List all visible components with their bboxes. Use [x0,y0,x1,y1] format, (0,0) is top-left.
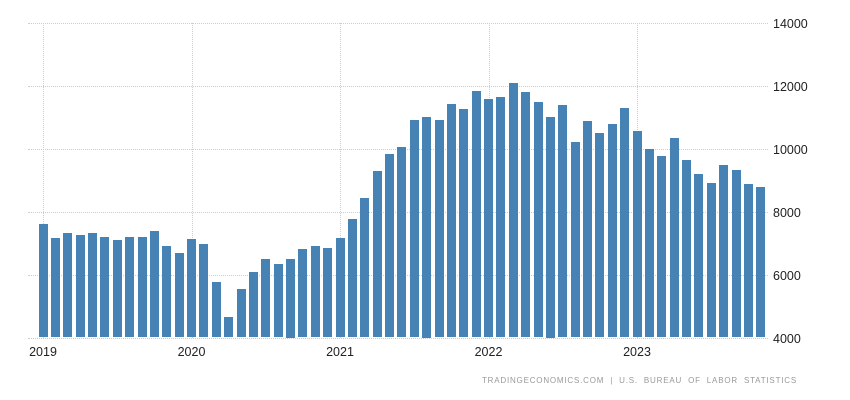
y-axis-tick-label: 10000 [773,142,808,157]
bar-2021-08[interactable] [422,117,432,338]
bar-2019-06[interactable] [100,236,110,338]
bar-2020-05[interactable] [236,289,246,338]
bar-2023-06[interactable] [694,174,704,338]
bar-2019-10[interactable] [149,230,159,338]
v-gridline [191,22,193,338]
bar-2019-11[interactable] [162,245,172,338]
bar-2022-02[interactable] [496,96,506,338]
bar-2022-05[interactable] [533,102,543,338]
bar-2022-04[interactable] [521,92,531,338]
y-axis-tick-label: 8000 [773,205,801,220]
bar-2022-01[interactable] [484,99,493,338]
bar-2022-10[interactable] [595,133,605,338]
bar-2020-09[interactable] [286,258,295,338]
y-axis-tick-label: 4000 [773,331,801,346]
bar-2020-06[interactable] [248,271,258,338]
x-axis-tick-label: 2020 [177,345,206,359]
bar-2020-10[interactable] [298,248,308,338]
bar-2021-11[interactable] [459,109,469,338]
v-gridline [340,22,341,338]
bar-2019-07[interactable] [112,240,122,338]
h-gridline [28,337,768,339]
bar-2019-09[interactable] [137,236,147,338]
v-gridline [43,22,44,338]
y-axis-tick-label: 6000 [773,268,801,283]
bar-2021-05[interactable] [385,153,394,338]
bar-2023-01[interactable] [632,130,642,338]
bar-2019-12[interactable] [174,252,184,338]
bar-2020-01[interactable] [187,238,196,338]
bar-2023-02[interactable] [644,149,654,338]
bar-2019-03[interactable] [63,232,73,338]
bar-2021-06[interactable] [397,146,407,338]
bar-2019-04[interactable] [75,234,85,338]
bar-2022-06[interactable] [545,117,555,338]
bar-2023-11[interactable] [756,187,766,338]
bar-2023-08[interactable] [719,164,729,338]
bar-2020-12[interactable] [323,248,333,338]
bar-2021-02[interactable] [347,218,357,338]
source-credit: TRADINGECONOMICS.COM | U.S. BUREAU OF LA… [481,376,797,385]
h-gridline [28,22,768,24]
bar-2020-07[interactable] [261,259,271,338]
bar-2023-09[interactable] [731,169,741,338]
x-axis-tick-label: 2021 [326,345,354,359]
bar-2021-01[interactable] [335,238,345,338]
bar-2022-07[interactable] [558,105,568,338]
bar-2022-03[interactable] [508,82,518,338]
bar-2022-09[interactable] [583,121,592,338]
bar-2022-08[interactable] [570,142,580,338]
bar-2023-03[interactable] [657,155,667,338]
bar-2021-10[interactable] [446,103,456,338]
bar-2022-11[interactable] [607,124,617,338]
bar-2020-02[interactable] [199,243,209,338]
bar-2020-08[interactable] [273,264,283,338]
bar-2021-03[interactable] [360,198,370,338]
bar-2019-05[interactable] [88,233,97,338]
bar-2021-04[interactable] [372,171,382,338]
bar-2023-05[interactable] [682,160,691,338]
bar-2019-02[interactable] [50,238,60,338]
y-axis-tick-label: 14000 [773,16,808,31]
bar-2021-09[interactable] [434,120,444,338]
bar-2021-12[interactable] [471,90,481,338]
bar-2020-03[interactable] [211,281,221,338]
x-axis-tick-label: 2019 [29,345,57,359]
bar-2019-08[interactable] [125,236,135,338]
x-axis-tick-label: 2023 [623,345,651,359]
bar-2020-11[interactable] [310,246,320,338]
bar-2021-07[interactable] [409,120,419,338]
y-axis-tick-label: 12000 [773,79,808,94]
bar-2022-12[interactable] [620,108,630,338]
bar-2019-01[interactable] [38,224,48,338]
h-gridline [28,85,768,87]
x-axis-tick-label: 2022 [474,345,503,359]
bar-2023-04[interactable] [669,138,679,338]
bar-2020-04[interactable] [224,316,234,338]
bar-2023-07[interactable] [706,182,716,338]
bar-2023-10[interactable] [743,183,753,338]
